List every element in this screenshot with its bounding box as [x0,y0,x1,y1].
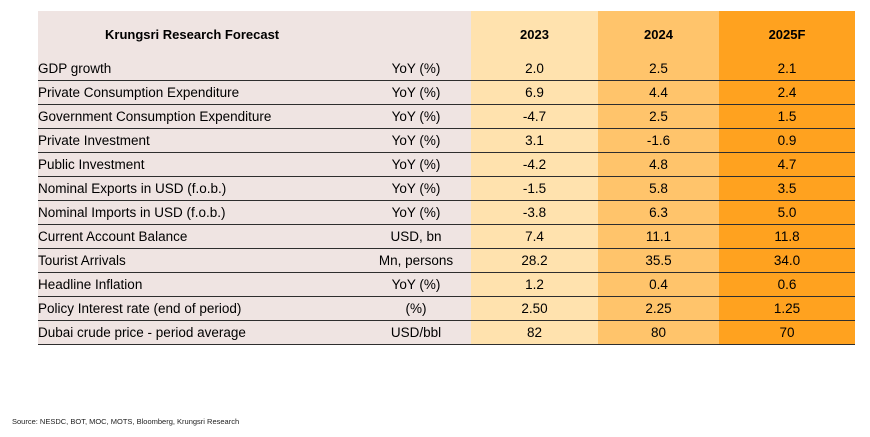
column-header-2023: 2023 [471,11,598,57]
row-unit: USD/bbl [361,320,471,345]
value-2025f: 0.9 [719,128,855,153]
value-2025f: 34.0 [719,248,855,273]
value-2024: 5.8 [598,176,719,201]
value-2025f: 70 [719,320,855,345]
table-row: Private Consumption Expenditure YoY (%) … [38,80,855,105]
value-2024: 2.5 [598,57,719,81]
value-2023: 7.4 [471,224,598,249]
value-2024: 6.3 [598,200,719,225]
row-label: GDP growth [38,57,361,81]
row-label: Private Investment [38,128,361,153]
value-2023: 2.0 [471,57,598,81]
value-2025f: 2.1 [719,57,855,81]
column-header-2024: 2024 [598,11,719,57]
table-row: Policy Interest rate (end of period) (%)… [38,296,855,321]
row-unit: YoY (%) [361,104,471,129]
row-unit: YoY (%) [361,272,471,297]
row-label: Public Investment [38,152,361,177]
table-row: GDP growth YoY (%) 2.0 2.5 2.1 [38,57,855,81]
row-unit: (%) [361,296,471,321]
value-2024: 4.8 [598,152,719,177]
column-header-2025f: 2025F [719,11,855,57]
value-2024: 80 [598,320,719,345]
row-label: Policy Interest rate (end of period) [38,296,361,321]
table-row: Headline Inflation YoY (%) 1.2 0.4 0.6 [38,272,855,297]
value-2024: -1.6 [598,128,719,153]
table-row: Government Consumption Expenditure YoY (… [38,104,855,129]
forecast-table: Krungsri Research Forecast 2023 2024 202… [38,11,855,345]
value-2023: -4.2 [471,152,598,177]
value-2025f: 3.5 [719,176,855,201]
value-2025f: 2.4 [719,80,855,105]
value-2024: 2.5 [598,104,719,129]
value-2025f: 0.6 [719,272,855,297]
value-2023: 28.2 [471,248,598,273]
value-2025f: 1.5 [719,104,855,129]
row-label: Government Consumption Expenditure [38,104,361,129]
table-header-row: Krungsri Research Forecast 2023 2024 202… [38,11,855,57]
value-2024: 4.4 [598,80,719,105]
row-unit: Mn, persons [361,248,471,273]
value-2023: -1.5 [471,176,598,201]
value-2025f: 5.0 [719,200,855,225]
row-unit: YoY (%) [361,128,471,153]
value-2023: -4.7 [471,104,598,129]
row-unit: YoY (%) [361,80,471,105]
value-2025f: 11.8 [719,224,855,249]
value-2025f: 1.25 [719,296,855,321]
row-unit: USD, bn [361,224,471,249]
value-2023: 6.9 [471,80,598,105]
row-unit: YoY (%) [361,57,471,81]
row-unit: YoY (%) [361,176,471,201]
row-unit: YoY (%) [361,152,471,177]
row-label: Current Account Balance [38,224,361,249]
table-row: Private Investment YoY (%) 3.1 -1.6 0.9 [38,128,855,153]
row-label: Private Consumption Expenditure [38,80,361,105]
table-row: Current Account Balance USD, bn 7.4 11.1… [38,224,855,249]
value-2025f: 4.7 [719,152,855,177]
row-label: Nominal Exports in USD (f.o.b.) [38,176,361,201]
value-2024: 2.25 [598,296,719,321]
value-2023: 3.1 [471,128,598,153]
row-label: Tourist Arrivals [38,248,361,273]
table-row: Tourist Arrivals Mn, persons 28.2 35.5 3… [38,248,855,273]
value-2024: 35.5 [598,248,719,273]
row-unit: YoY (%) [361,200,471,225]
row-label: Dubai crude price - period average [38,320,361,345]
value-2023: 1.2 [471,272,598,297]
value-2023: 2.50 [471,296,598,321]
table-row: Nominal Exports in USD (f.o.b.) YoY (%) … [38,176,855,201]
row-label: Headline Inflation [38,272,361,297]
value-2023: 82 [471,320,598,345]
value-2023: -3.8 [471,200,598,225]
value-2024: 11.1 [598,224,719,249]
value-2024: 0.4 [598,272,719,297]
table-row: Nominal Imports in USD (f.o.b.) YoY (%) … [38,200,855,225]
row-label: Nominal Imports in USD (f.o.b.) [38,200,361,225]
table-title: Krungsri Research Forecast [38,11,361,57]
table-row: Dubai crude price - period average USD/b… [38,320,855,345]
unit-column-header [361,11,471,57]
table-row: Public Investment YoY (%) -4.2 4.8 4.7 [38,152,855,177]
source-note: Source: NESDC, BOT, MOC, MOTS, Bloomberg… [12,417,240,426]
